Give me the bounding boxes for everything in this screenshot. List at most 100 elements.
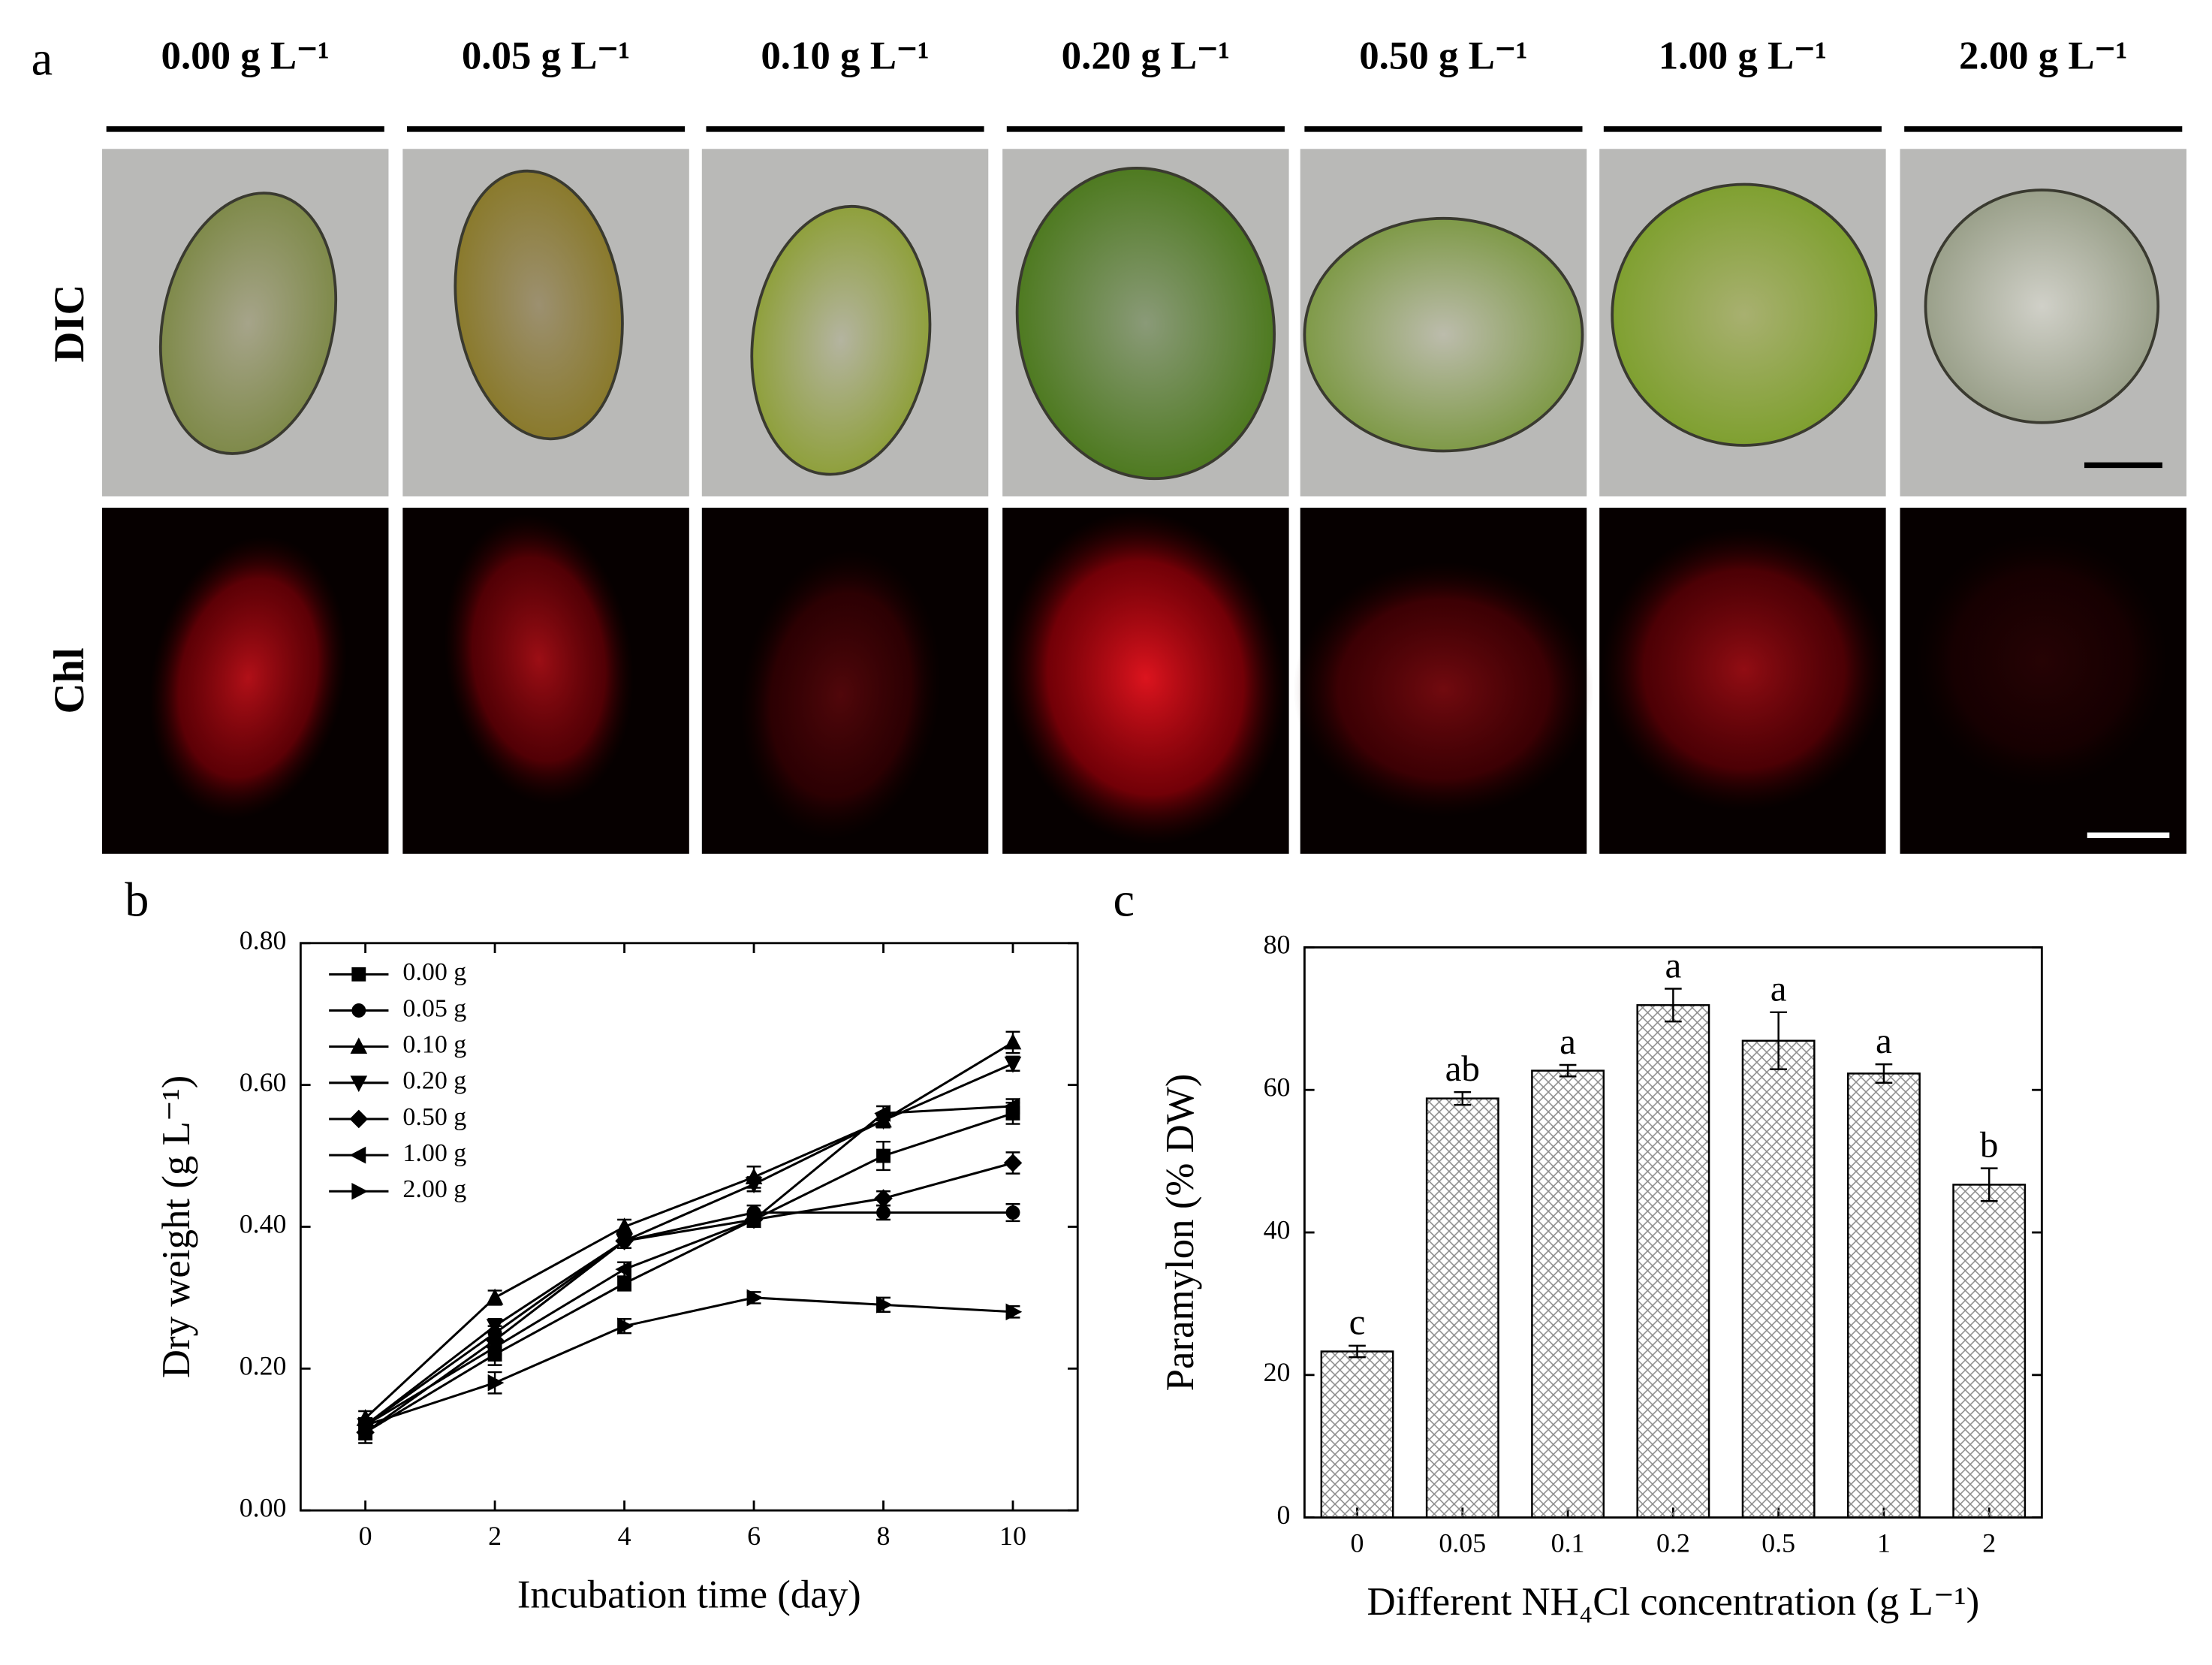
marker [876, 1205, 891, 1220]
bar [1636, 1004, 1710, 1519]
significance-letter: a [1771, 968, 1787, 1009]
series-line [364, 1112, 1014, 1434]
error-bar [1454, 1090, 1472, 1106]
error-bar [1665, 988, 1682, 1023]
marker [874, 1189, 893, 1208]
error-bar [1349, 1344, 1366, 1359]
bar [1847, 1072, 1921, 1519]
marker [485, 1338, 502, 1356]
legend-label: 0.00 g [402, 958, 466, 986]
panel-label: b [125, 873, 149, 927]
cell [1015, 166, 1276, 481]
legend-label: 0.50 g [402, 1103, 466, 1131]
x-tick-label: 1 [1877, 1528, 1891, 1558]
significance-letter: c [1349, 1302, 1366, 1343]
x-tick-label: 0.1 [1551, 1528, 1585, 1558]
x-tick-label: 0 [1351, 1528, 1364, 1558]
significance-letter: b [1980, 1124, 1999, 1165]
marker [616, 1217, 633, 1234]
series-line [364, 1041, 1014, 1419]
x-axis-title: Incubation time (day) [517, 1573, 861, 1616]
error-bar [1559, 1063, 1577, 1078]
column-header: 0.05 g L⁻¹ [462, 34, 630, 77]
marker [617, 1276, 632, 1291]
error-bar [1875, 1063, 1893, 1084]
legend-label: 0.20 g [402, 1067, 466, 1095]
marker [486, 1319, 504, 1335]
error-bar [1980, 1167, 1998, 1202]
fluorescence [1005, 511, 1286, 845]
marker [1003, 1154, 1023, 1172]
bar [1425, 1097, 1499, 1519]
x-tick-label: 8 [877, 1521, 891, 1551]
x-tick-label: 4 [618, 1521, 631, 1551]
series-line [364, 1062, 1014, 1427]
legend-label: 1.00 g [402, 1139, 466, 1167]
cell [454, 169, 624, 441]
column-header: 2.00 g L⁻¹ [1959, 34, 2127, 77]
cell [750, 204, 932, 476]
legend-label: 0.05 g [402, 994, 466, 1022]
marker [1003, 1097, 1020, 1115]
marker [351, 1003, 366, 1018]
x-tick-label: 10 [999, 1521, 1026, 1551]
column-header: 1.00 g L⁻¹ [1659, 34, 1827, 77]
x-tick-label: 2 [1982, 1528, 1996, 1558]
fluorescence [444, 514, 634, 805]
cell [1303, 216, 1584, 453]
y-tick-label: 0.20 [240, 1351, 287, 1381]
legend-label: 2.00 g [402, 1175, 466, 1203]
marker [615, 1260, 632, 1278]
significance-letter: a [1876, 1020, 1892, 1061]
marker [876, 1148, 891, 1163]
micrographs [102, 149, 2186, 854]
y-tick-label: 20 [1264, 1357, 1291, 1387]
error-bar [1770, 1011, 1787, 1070]
y-tick-label: 0.00 [240, 1492, 287, 1522]
column-header: 0.20 g L⁻¹ [1062, 34, 1230, 77]
column-header: 0.10 g L⁻¹ [761, 34, 929, 77]
row-label: DIC [47, 285, 93, 363]
row-label: Chl [47, 647, 93, 713]
x-tick-label: 0.05 [1439, 1528, 1486, 1558]
marker [746, 1289, 764, 1307]
x-tick-label: 2 [488, 1521, 502, 1551]
marker [1004, 1056, 1022, 1073]
y-tick-label: 80 [1264, 930, 1291, 960]
marker [349, 1146, 366, 1164]
fluorescence [1293, 561, 1594, 817]
marker [1005, 1303, 1023, 1321]
marker [350, 1037, 368, 1054]
marker [745, 1177, 763, 1194]
y-tick-label: 40 [1264, 1214, 1291, 1244]
series-line [364, 1105, 1014, 1427]
y-tick-label: 0.40 [240, 1209, 287, 1239]
x-tick-label: 6 [747, 1521, 761, 1551]
y-tick-label: 0.60 [240, 1067, 287, 1097]
marker [876, 1296, 893, 1314]
cell [158, 192, 338, 455]
marker [358, 1416, 375, 1434]
marker [351, 967, 366, 982]
y-tick-label: 0 [1277, 1500, 1291, 1530]
fluorescence [149, 536, 348, 820]
column-header: 0.00 g L⁻¹ [161, 34, 330, 77]
marker [1004, 1033, 1022, 1050]
marker [351, 1182, 369, 1200]
bar [1531, 1069, 1605, 1519]
marker [874, 1105, 891, 1122]
cell [1924, 189, 2160, 424]
y-axis-title: Dry weight (g L⁻¹) [155, 1075, 198, 1378]
marker [349, 1109, 369, 1129]
significance-letter: a [1560, 1021, 1576, 1062]
series-line [364, 1211, 1013, 1427]
panel-label: a [32, 32, 53, 86]
y-tick-label: 0.80 [240, 925, 287, 955]
series-line [364, 1162, 1014, 1434]
x-tick-label: 0.5 [1761, 1528, 1795, 1558]
y-tick-label: 60 [1264, 1072, 1291, 1102]
x-tick-label: 0 [359, 1521, 372, 1551]
bar [1952, 1184, 2027, 1519]
legend-label: 0.10 g [402, 1030, 466, 1058]
panel-label: c [1113, 873, 1135, 927]
